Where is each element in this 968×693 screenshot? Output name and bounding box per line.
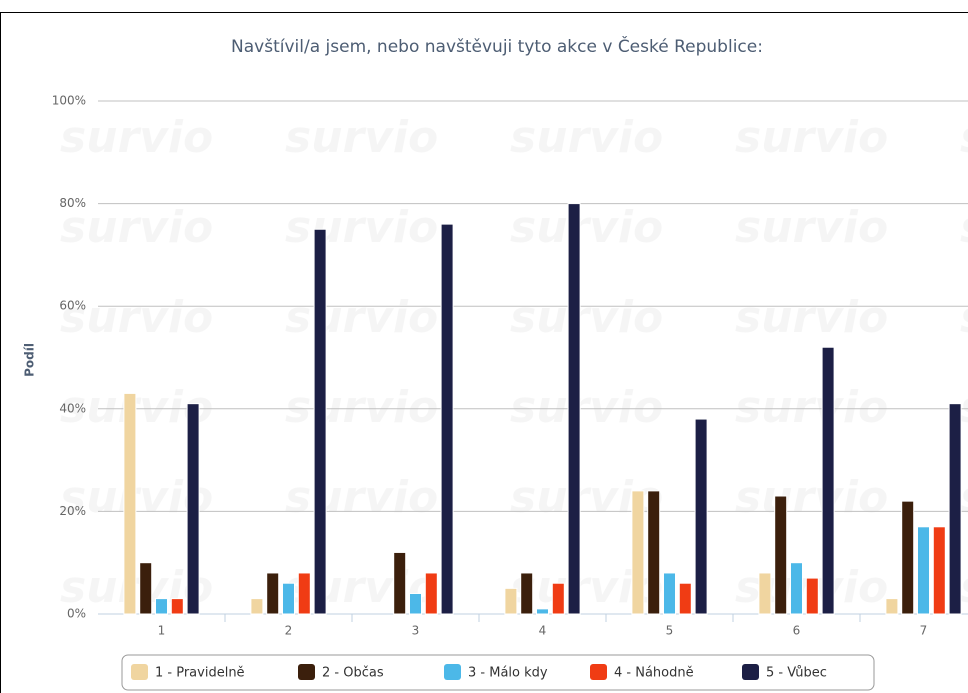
bar: [186, 403, 200, 615]
bar: [313, 228, 327, 615]
legend-swatch: [444, 664, 461, 680]
bar: [758, 572, 772, 615]
legend-box: [121, 654, 875, 691]
watermark: survio: [285, 112, 438, 163]
bar: [297, 572, 311, 615]
chart-title: Navštívil/a jsem, nebo navštěvuji tyto a…: [231, 35, 763, 57]
x-tick-label: 1: [158, 624, 166, 638]
watermark: survio: [285, 292, 438, 343]
legend-swatch: [742, 664, 759, 680]
y-axis-label: Podíl: [23, 343, 37, 377]
bar: [155, 598, 168, 615]
watermark: survio: [285, 472, 438, 523]
bar: [282, 582, 295, 615]
bar: [440, 223, 454, 615]
legend-label: 5 - Vůbec: [766, 666, 827, 681]
y-tick-label: 20%: [59, 504, 86, 518]
bar: [520, 572, 534, 615]
bar: [536, 608, 549, 615]
watermark: survio: [510, 382, 663, 433]
bar: [885, 598, 899, 615]
y-tick-label: 40%: [59, 401, 86, 415]
bar: [917, 526, 930, 615]
legend-label: 1 - Pravidelně: [155, 666, 245, 681]
bar: [790, 562, 803, 615]
watermark: survio: [735, 472, 888, 523]
watermark: survio: [735, 202, 888, 253]
x-tick-label: 6: [793, 624, 801, 638]
y-tick-label: 100%: [52, 94, 86, 108]
bar: [250, 598, 264, 615]
legend-swatch: [590, 664, 607, 680]
legend-label: 3 - Málo kdy: [468, 666, 548, 681]
x-tick-label: 7: [920, 624, 928, 638]
bar: [551, 582, 565, 615]
watermark: survio: [960, 112, 968, 163]
x-tick-label: 2: [285, 624, 293, 638]
bar: [393, 551, 407, 615]
bar: [139, 562, 153, 615]
watermark: survio: [510, 292, 663, 343]
watermark: survio: [735, 112, 888, 163]
watermark: survio: [960, 202, 968, 253]
x-tick-label: 5: [666, 624, 674, 638]
watermark: survio: [60, 112, 213, 163]
legend-swatch: [131, 664, 148, 680]
bar: [409, 592, 422, 615]
y-tick-label: 0%: [67, 607, 86, 621]
bar: [948, 403, 962, 615]
x-tick-label: 4: [539, 624, 547, 638]
bar: [170, 598, 184, 615]
bar: [123, 392, 137, 615]
watermark: survio: [510, 112, 663, 163]
watermark: survio: [285, 382, 438, 433]
watermark: survio: [960, 292, 968, 343]
bar: [631, 490, 645, 615]
bar: [932, 526, 946, 615]
watermark: survio: [510, 202, 663, 253]
bar: [504, 587, 518, 615]
legend-label: 4 - Náhodně: [614, 666, 694, 681]
bar: [774, 495, 788, 615]
bar: [266, 572, 280, 615]
bar: [805, 577, 819, 615]
bar: [694, 418, 708, 615]
y-tick-label: 60%: [59, 299, 86, 313]
bar: [647, 490, 661, 615]
bar: [663, 572, 676, 615]
legend-swatch: [298, 664, 315, 680]
bar: [678, 582, 692, 615]
bar: [901, 500, 915, 615]
bar: [424, 572, 438, 615]
x-tick-label: 3: [412, 624, 420, 638]
watermark: survio: [735, 292, 888, 343]
watermark: survio: [735, 382, 888, 433]
bar: [567, 203, 581, 615]
legend-label: 2 - Občas: [322, 666, 384, 681]
bar: [821, 346, 835, 615]
y-tick-label: 80%: [59, 196, 86, 210]
watermark: survio: [285, 202, 438, 253]
